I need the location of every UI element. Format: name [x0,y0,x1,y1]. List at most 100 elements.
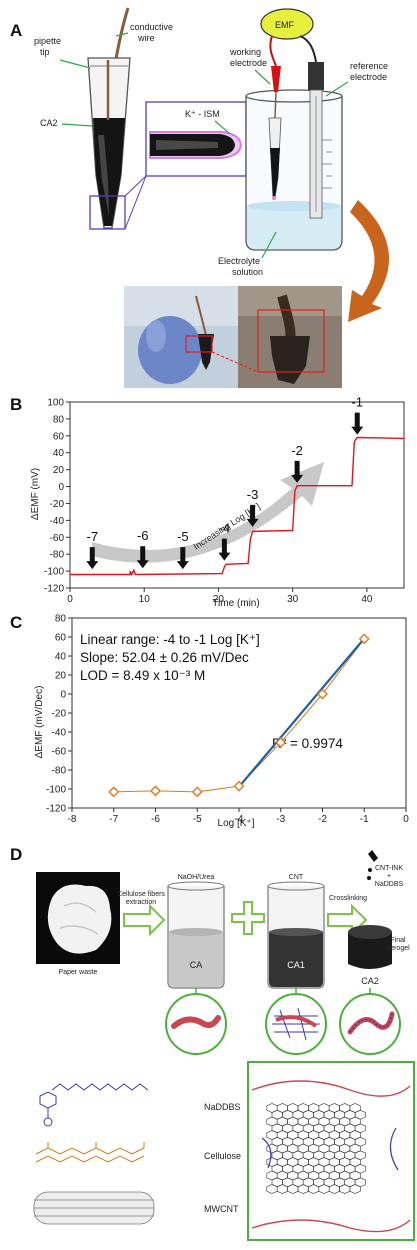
pointer-ca2 [61,123,93,127]
panel-b-ytick-label: 100 [47,398,64,409]
label-ism: K⁺ - ISM [185,109,220,119]
label-conductive-wire-1: conductive [130,22,173,32]
increasing-log-arrow: Increasing Log [K⁺] [92,462,324,563]
label-ca2: CA2 [40,118,58,128]
label-cellulose-extraction-2: extraction [126,899,156,906]
panel-c-ytick-label: -80 [52,766,67,777]
label-ca: CA [190,960,203,970]
emf-meter [260,8,314,40]
label-electrolyte-2: solution [232,267,263,277]
label-naddbs: NaDDBS [204,1102,241,1112]
photo-composite [124,286,342,388]
panel-b-step-arrow [86,547,99,570]
panel-b-ytick-label: -40 [50,516,65,527]
panel-b-xtick-label: 30 [287,594,299,605]
panel-b-step-label: -5 [177,529,189,544]
label-pipette-tip-2: tip [40,47,50,57]
panel-c-ytick-label: 80 [55,614,67,625]
panel-b-ytick-label: -100 [44,567,64,578]
panel-b-xtick-label: 40 [361,594,373,605]
panel-c-xtick-label: -8 [68,814,77,825]
panel-c-ytick-label: -120 [46,804,66,815]
zoom-box-small [89,195,126,230]
panel-b-ytick-label: -60 [50,533,65,544]
label-mwcnt: MWCNT [204,1204,239,1214]
panel-c: C ΔEMF (mV/Dec) Log [K⁺] Linear range: -… [10,613,409,828]
label-cnt-ink-2: + [387,873,391,880]
panel-b-step-label: -6 [137,528,149,543]
panel-letter-d: D [10,845,22,864]
panel-c-ytick-label: -100 [46,785,66,796]
panel-c-data-point [233,780,245,792]
plus-icon [231,901,265,935]
panel-letter-b: B [10,395,22,414]
panel-c-xtick-label: -1 [360,814,369,825]
ca2-filling [93,118,125,226]
label-paper-waste: Paper waste [59,969,98,976]
panel-c-xtick-label: -5 [193,814,202,825]
panel-c-info-lod: LOD = 8.49 x 10⁻³ M [80,668,205,683]
process-arrow [348,200,390,322]
panel-c-xtick-label: -3 [276,814,285,825]
label-reference-electrode-2: electrode [350,72,387,82]
label-conductive-wire-2: wire [137,33,155,43]
panel-c-ytick-label: -20 [52,709,67,720]
label-cnt: CNT [289,874,304,881]
pointer-reference [325,81,349,97]
pointer-electrolyte [261,231,277,259]
panel-c-ylabel: ΔEMF (mV/Dec) [34,686,45,759]
panel-b-ytick-label: 40 [53,448,65,459]
pointer-ism [214,120,231,135]
panel-b-xtick-label: 10 [139,594,151,605]
panel-b-ytick-label: 20 [53,465,65,476]
label-cnt-ink-1: CNT-INK [375,865,403,872]
panel-c-ytick-label: 40 [55,652,67,663]
panel-b-ytick-label: 60 [53,431,65,442]
panel-b-xtick-label: 0 [67,594,73,605]
panel-b-xlabel: Time (min) [212,598,259,609]
panel-c-data-point [108,786,120,798]
panel-c-info-linear-range: Linear range: -4 to -1 Log [K⁺] [80,632,260,647]
panel-b-step-arrow [218,538,231,561]
label-ca1: CA1 [287,960,305,970]
panel-b-step-label: -4 [219,521,231,536]
panel-b-ytick-label: -80 [50,550,65,561]
panel-c-ytick-label: 20 [55,671,67,682]
panel-c-data-point [275,736,287,748]
panel-c-data-point [191,786,203,798]
naddbs-structure [39,1083,149,1127]
panel-b-step-arrow [176,547,189,570]
pointer-wire [115,32,129,37]
panel-c-ytick-label: -60 [52,747,67,758]
reference-cap [308,62,324,90]
panel-b-step-label: -2 [291,443,303,458]
panel-letter-c: C [10,613,22,632]
panel-b-step-label: -7 [86,529,98,544]
panel-c-xlabel: Log [K⁺] [218,818,255,828]
panel-b-ytick-label: -20 [50,499,65,510]
label-emf: EMF [275,20,295,30]
panel-c-data-point [150,785,161,797]
arrow-extraction [123,903,166,937]
graphene-network [266,1103,366,1194]
panel-letter-a: A [10,21,22,40]
panel-c-data-point [358,633,370,645]
graphene-hexagon [349,1184,361,1194]
panel-b: B ΔEMF (mV) Time (min) Increasing Log [K… [10,395,405,609]
label-final-aerogel-1: Final [390,937,406,944]
red-clip [271,66,281,92]
panel-b-step-arrow [246,504,259,527]
aerogel-cylinder [348,932,392,969]
panel-c-ytick-label: 0 [60,690,66,701]
pointer-pipette [59,59,91,69]
label-cellulose-extraction-1: Cellulose fibers [117,891,165,898]
label-crosslinking: Crosslinking [329,895,367,902]
label-working-electrode-1: working [229,47,261,57]
label-naoh-urea: NaOH/Urea [178,874,215,881]
panel-a: A conductive wire pipette tip CA2 K⁺ - I… [10,7,390,388]
panel-b-step-arrow [351,412,364,435]
panel-c-ytick-label: -40 [52,728,67,739]
panel-b-ytick-label: 80 [53,414,65,425]
panel-b-xtick-label: 20 [213,594,225,605]
label-cellulose: Cellulose [204,1151,241,1161]
